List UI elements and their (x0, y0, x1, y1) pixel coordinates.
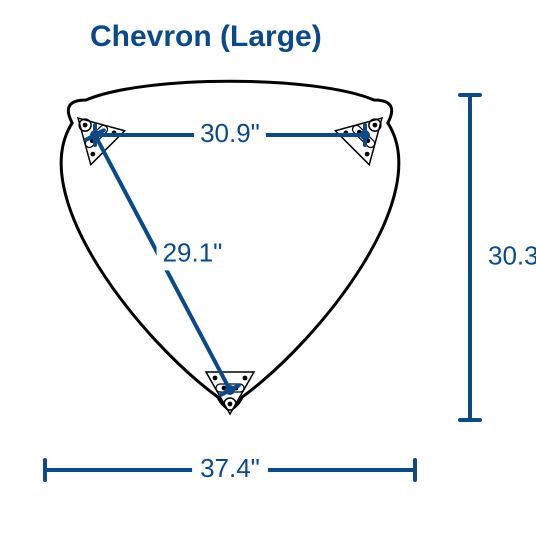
dim-overall-width-label: 37.4" (200, 453, 260, 483)
dim-overall-height (460, 95, 480, 420)
diagram-title: Chevron (Large) (90, 20, 322, 53)
dim-top-inner-label: 30.9" (200, 118, 260, 148)
dim-overall-height-label: 30.3" (488, 240, 536, 270)
dim-diagonal-label: 29.1" (163, 237, 223, 267)
